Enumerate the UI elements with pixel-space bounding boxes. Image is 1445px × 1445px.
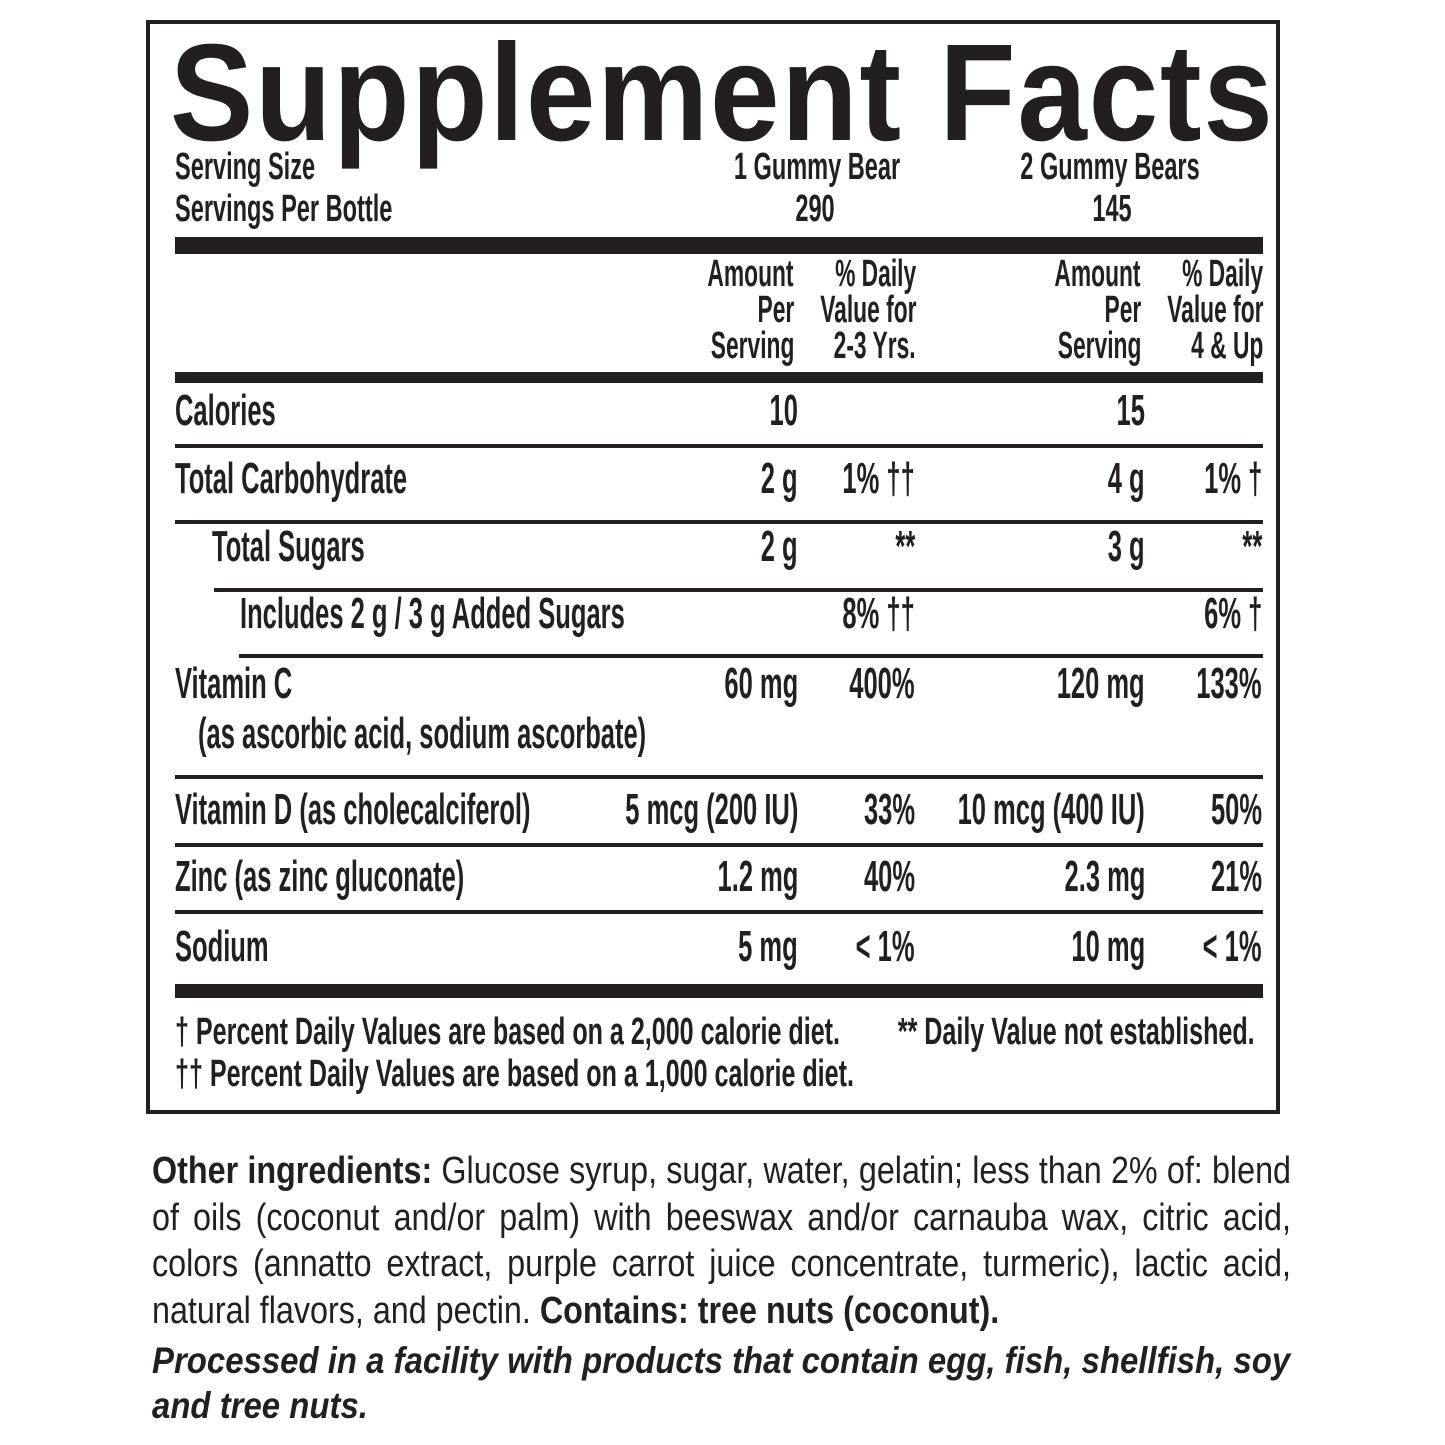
footnote-double-dagger: †† Percent Daily Values are based on a 1… [175, 1053, 854, 1095]
serving-size-label: Serving Size [175, 146, 316, 188]
nutrient-label: Includes 2 g / 3 g Added Sugars [240, 589, 625, 638]
column-header-dv-b: 4 & Up [1190, 325, 1263, 367]
nutrient-label: Vitamin D (as cholecalciferol) [175, 785, 531, 834]
footnote-not-established: ** Daily Value not established. [898, 1011, 1255, 1053]
nutrient-amount-a: 5 mcg (200 IU) [624, 785, 798, 834]
serving-size-b: 2 Gummy Bears [1020, 146, 1200, 188]
nutrient-dv-a: 40% [863, 852, 915, 901]
nutrient-amount-a: 10 [769, 386, 798, 435]
nutrient-dv-b: ** [1242, 522, 1262, 571]
facility-notice: Processed in a facility with products th… [152, 1340, 1291, 1426]
nutrient-sublabel: (as ascorbic acid, sodium ascorbate) [198, 709, 647, 758]
nutrient-label: Zinc (as zinc gluconate) [175, 852, 465, 901]
serving-size-a: 1 Gummy Bear [733, 146, 901, 188]
nutrient-amount-a: 2 g [761, 522, 798, 571]
nutrient-dv-b: 133% [1196, 659, 1262, 708]
row-divider [239, 654, 1263, 658]
nutrient-label: Sodium [175, 922, 269, 971]
panel-title: Supplement Facts [170, 16, 1275, 170]
nutrient-amount-b: 2.3 mg [1064, 852, 1145, 901]
row-divider [175, 843, 1263, 847]
nutrient-label: Calories [175, 386, 276, 435]
nutrient-label: Total Sugars [212, 522, 365, 571]
other-ingredients: Other ingredients: Glucose syrup, sugar,… [152, 1148, 1291, 1334]
column-header-amount: Amount [707, 253, 794, 295]
nutrient-dv-b: < 1% [1203, 922, 1262, 971]
ingredients-text: Glucose syrup, sugar, water, gelatin; le… [152, 1150, 1292, 1332]
nutrient-dv-a: 1% †† [842, 454, 915, 503]
nutrient-amount-a: 60 mg [724, 659, 798, 708]
column-header-amount: Per [1104, 289, 1141, 331]
column-header-dv-b: % Daily [1181, 253, 1263, 295]
nutrient-amount-b: 15 [1116, 386, 1145, 435]
thick-divider-bottom [175, 984, 1263, 998]
nutrient-amount-b: 3 g [1108, 522, 1145, 571]
servings-per-bottle-a: 290 [795, 188, 835, 230]
nutrient-dv-b: 50% [1210, 785, 1262, 834]
nutrient-amount-a: 1.2 mg [717, 852, 798, 901]
medium-divider [175, 372, 1263, 383]
row-divider [175, 444, 1263, 448]
nutrient-dv-b: 21% [1210, 852, 1262, 901]
nutrient-dv-a: 400% [849, 659, 915, 708]
nutrient-amount-b: 10 mg [1071, 922, 1145, 971]
thick-divider [175, 237, 1263, 254]
nutrient-dv-b: 6% † [1203, 589, 1262, 638]
supplement-facts-panel [146, 20, 1280, 1114]
nutrient-amount-a: 5 mg [738, 922, 798, 971]
column-header-amount: Serving [710, 325, 794, 367]
column-header-dv-a: Value for [819, 289, 916, 331]
row-divider [175, 775, 1263, 779]
nutrient-amount-b: 120 mg [1057, 659, 1145, 708]
column-header-dv-b: Value for [1166, 289, 1263, 331]
row-divider [214, 588, 1263, 592]
column-header-amount: Serving [1057, 325, 1141, 367]
column-header-amount: Per [757, 289, 794, 331]
nutrient-amount-a: 2 g [761, 454, 798, 503]
nutrient-dv-b: 1% † [1203, 454, 1262, 503]
nutrient-amount-b: 10 mcg (400 IU) [957, 785, 1145, 834]
column-header-amount: Amount [1054, 253, 1141, 295]
column-header-dv-a: % Daily [834, 253, 916, 295]
row-divider [175, 910, 1263, 914]
servings-per-bottle-label: Servings Per Bottle [175, 188, 393, 230]
column-header-dv-a: 2-3 Yrs. [834, 325, 916, 367]
ingredients-label: Other ingredients: [152, 1150, 433, 1192]
nutrient-label: Vitamin C [175, 659, 293, 708]
nutrient-dv-a: ** [895, 522, 915, 571]
nutrient-label: Total Carbohydrate [175, 454, 408, 503]
nutrient-dv-a: 8% †† [842, 589, 915, 638]
allergen-contains: Contains: tree nuts (coconut). [539, 1289, 1000, 1332]
footnote-dagger: † Percent Daily Values are based on a 2,… [175, 1011, 840, 1053]
nutrient-dv-a: 33% [863, 785, 915, 834]
row-divider [175, 520, 1263, 524]
servings-per-bottle-b: 145 [1092, 188, 1132, 230]
nutrient-amount-b: 4 g [1108, 454, 1145, 503]
nutrient-dv-a: < 1% [856, 922, 915, 971]
